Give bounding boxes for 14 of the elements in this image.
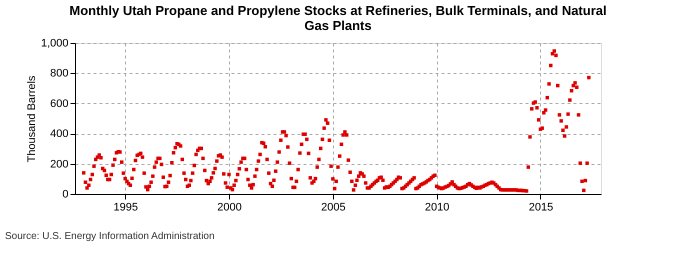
x-tick-label: 2000 <box>217 202 242 214</box>
y-tick-label: 0 <box>62 188 68 200</box>
source-note: Source: U.S. Energy Information Administration <box>5 231 215 242</box>
y-tick-label: 800 <box>50 68 68 80</box>
y-tick-label: 200 <box>50 158 68 170</box>
x-tick-label: 2005 <box>321 202 346 214</box>
y-tick-label: 600 <box>50 98 68 110</box>
y-tick-label: 400 <box>50 128 68 140</box>
x-tick-label: 1995 <box>113 202 138 214</box>
x-tick-label: 2010 <box>424 202 450 214</box>
y-tick-label: 1,000 <box>40 38 68 50</box>
chart-title: Monthly Utah Propane and Propylene Stocks at Refineries, Bulk Terminals, and Natural Gas Plants <box>69 3 607 33</box>
x-tick-label: 2015 <box>528 202 554 214</box>
y-axis-title: Thousand Barrels <box>26 75 38 162</box>
